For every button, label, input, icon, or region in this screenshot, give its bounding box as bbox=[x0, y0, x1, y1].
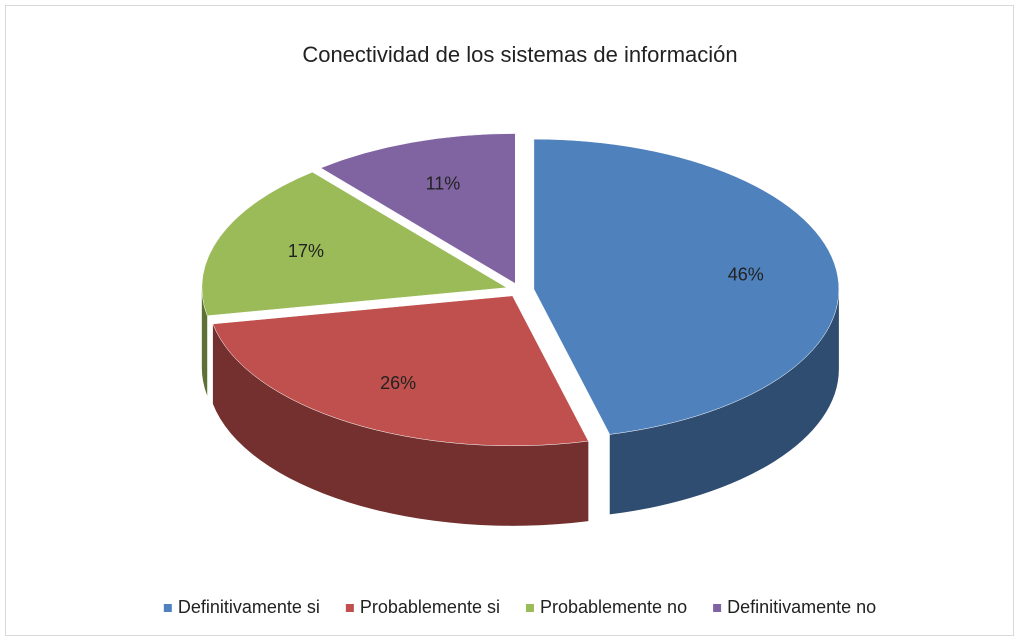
legend-label: Definitivamente si bbox=[178, 597, 320, 617]
legend-item: Definitivamente si bbox=[163, 597, 320, 617]
slice-side bbox=[609, 289, 839, 515]
legend-label: Probablemente no bbox=[540, 597, 687, 617]
legend-swatch bbox=[525, 604, 534, 612]
legend-item: Probablemente no bbox=[525, 597, 687, 617]
legend-label: Definitivamente no bbox=[727, 597, 876, 617]
chart-title: Conectividad de los sistemas de informac… bbox=[302, 42, 737, 67]
slice bbox=[320, 133, 516, 284]
data-label: 46% bbox=[728, 265, 764, 285]
legend-swatch bbox=[345, 604, 354, 612]
slice bbox=[533, 138, 840, 435]
slice-side bbox=[201, 287, 208, 396]
legend-item: Definitivamente no bbox=[713, 597, 876, 617]
data-label: 17% bbox=[288, 241, 324, 261]
slice bbox=[212, 295, 589, 447]
legend-swatch bbox=[713, 604, 722, 612]
slice bbox=[201, 171, 508, 317]
legend-swatch bbox=[163, 604, 172, 612]
legend-label: Probablemente si bbox=[360, 597, 500, 617]
data-label: 11% bbox=[426, 173, 461, 193]
slice-sides bbox=[201, 287, 839, 526]
slice-side bbox=[212, 323, 589, 526]
legend-item: Probablemente si bbox=[345, 597, 500, 617]
data-label: 26% bbox=[380, 373, 416, 393]
slices bbox=[201, 133, 840, 447]
